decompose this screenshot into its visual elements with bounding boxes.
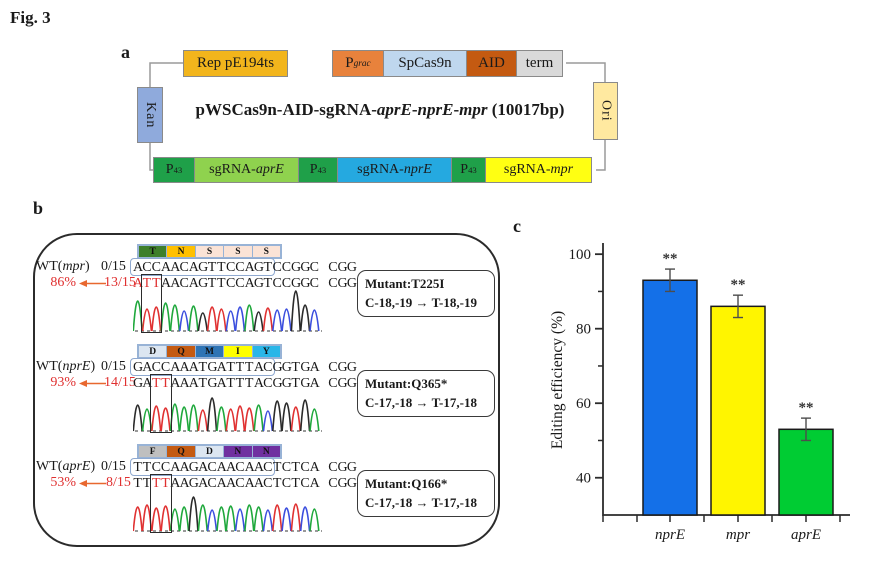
y-tick-label: 80 (576, 322, 591, 338)
y-tick-label: 60 (576, 396, 591, 412)
plasmid-sgrna-box: P 43 (153, 157, 195, 183)
y-tick-label: 100 (569, 247, 592, 263)
y-tick-label: 40 (576, 471, 591, 487)
plasmid-kan-label: Kan (143, 101, 158, 129)
plasmid-cassette-box: term (516, 50, 563, 77)
plasmid-cassette-box: SpCas9n (383, 50, 467, 77)
plasmid-sgrna-box: sgRNA-aprE (194, 157, 299, 183)
x-category-label: nprE (655, 527, 685, 543)
bar-aprE (778, 428, 834, 516)
plasmid-sgrna-box: sgRNA-nprE (337, 157, 452, 183)
panel-a-label: a (121, 42, 130, 62)
plasmid-kan-box: Kan (137, 87, 163, 143)
significance-marker: ** (663, 251, 678, 267)
plasmid-sgrna-box: P 43 (451, 157, 486, 183)
error-bar (733, 294, 743, 319)
y-axis-label: Editing efficiency (%) (549, 311, 566, 449)
error-bar (665, 268, 675, 293)
plasmid-title: pWSCas9n-AID-sgRNA-aprE-nprE-mpr (10017b… (195, 100, 565, 119)
panel-b-label: b (33, 198, 44, 218)
bar-mpr (710, 305, 766, 516)
x-category-label: aprE (791, 527, 821, 543)
bar-nprE (642, 279, 698, 516)
significance-marker: ** (799, 400, 814, 416)
figure-label: Fig. 3 (10, 8, 51, 27)
error-bar (801, 417, 811, 442)
significance-marker: ** (731, 277, 746, 293)
bar-chart-svg: 40 60 80 100 ** nprE ** mpr ** aprE Editing effici… (549, 243, 850, 543)
panel-c-label: c (513, 216, 521, 236)
plasmid-ori-box: Ori (593, 82, 618, 140)
sequencing-panel-frame (33, 233, 500, 547)
plasmid-sgrna-box: P 43 (298, 157, 338, 183)
x-category-label: mpr (726, 527, 750, 543)
plasmid-cassette-box: AID (466, 50, 517, 77)
plasmid-rep-label: Rep pE194ts (196, 55, 275, 71)
plasmid-rep-box: Rep pE194ts (183, 50, 288, 77)
plasmid-sgrna-cassette: P 43 sgRNA-aprE P 43 sgRNA-nprE P 43 sgRNA-mpr (153, 157, 592, 183)
plasmid-sgrna-box: sgRNA-mpr (485, 157, 592, 183)
plasmid-ori-label: Ori (598, 100, 614, 122)
editing-efficiency-chart: 40 60 80 100 ** nprE ** mpr ** aprE Editing effici… (540, 230, 880, 564)
